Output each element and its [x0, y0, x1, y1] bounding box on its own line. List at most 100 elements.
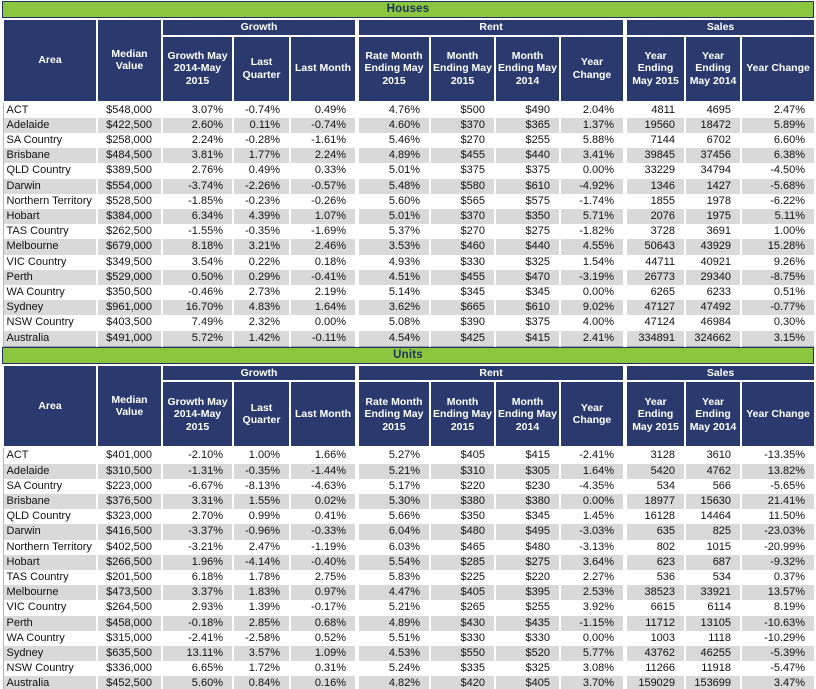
- rent-year-change-cell: 0.00%: [559, 494, 627, 510]
- growth-year-cell: 5.60%: [161, 676, 234, 689]
- median-value-cell: $384,000: [96, 209, 163, 225]
- column-header-row: Growth May 2014-May 2015 Last Quarter La…: [3, 380, 816, 449]
- sales-year-change-cell: 8.19%: [740, 600, 816, 616]
- median-value-cell: $315,000: [96, 630, 163, 647]
- table-row: Brisbane $376,500 3.31% 1.55% 0.02% 5.30% $380…: [2, 494, 816, 510]
- last-month-cell: 1.66%: [288, 447, 359, 464]
- median-value-cell: $491,000: [96, 330, 163, 347]
- rent-month-2015-cell: $565: [429, 193, 497, 210]
- rent-year-change-cell: -3.13%: [559, 539, 627, 555]
- rent-month-2015-cell: $330: [429, 630, 497, 647]
- col-header-area: Area: [2, 18, 98, 103]
- median-value-cell: $422,500: [96, 117, 163, 133]
- table-row: WA Country $350,500 -0.46% 2.73% 2.19% 5.14% $…: [2, 285, 816, 301]
- rent-month-2015-cell: $420: [429, 676, 497, 689]
- rent-month-2015-cell: $375: [429, 163, 497, 179]
- rent-month-2014-cell: $305: [494, 463, 562, 479]
- table-row: VIC Country $349,500 3.54% 0.22% 0.18% 4.93% $…: [2, 254, 816, 270]
- rent-rate-cell: 5.21%: [355, 600, 432, 616]
- sales-year-2014-cell: 687: [684, 554, 743, 571]
- rent-month-2014-cell: $480: [494, 539, 562, 555]
- rent-year-change-cell: -1.74%: [559, 193, 627, 210]
- rent-year-change-cell: 3.70%: [559, 676, 627, 689]
- rent-rate-cell: 5.83%: [355, 570, 432, 586]
- last-quarter-cell: 2.32%: [232, 315, 291, 331]
- table-row: Perth $458,000 -0.18% 2.85% 0.68% 4.89% $430 $4…: [2, 615, 816, 631]
- table-row: NSW Country $336,000 6.65% 1.72% 0.31% 5.24% $…: [2, 661, 816, 677]
- last-month-cell: -0.57%: [288, 178, 359, 194]
- sales-year-change-cell: 13.57%: [740, 585, 816, 601]
- growth-year-cell: 7.49%: [161, 315, 234, 331]
- rent-month-2014-cell: $350: [494, 209, 562, 225]
- growth-year-cell: 2.70%: [161, 509, 234, 525]
- sales-year-2014-cell: 3610: [684, 447, 743, 464]
- median-value-cell: $266,500: [96, 554, 163, 571]
- rent-rate-cell: 4.54%: [355, 330, 432, 347]
- rent-month-2014-cell: $275: [494, 224, 562, 240]
- last-quarter-cell: -2.58%: [232, 630, 291, 647]
- table-title: Houses: [386, 3, 430, 15]
- last-month-cell: -0.41%: [288, 269, 359, 286]
- rent-month-2014-cell: $275: [494, 554, 562, 571]
- table-row: Hobart $384,000 6.34% 4.39% 1.07% 5.01% $370 $3…: [2, 209, 816, 225]
- rent-year-change-cell: 0.00%: [559, 285, 627, 301]
- area-cell: Perth: [2, 269, 98, 286]
- table-row: Melbourne $473,500 3.37% 1.83% 0.97% 4.47% $40…: [2, 585, 816, 601]
- sales-year-change-cell: 21.41%: [740, 494, 816, 510]
- rent-month-2015-cell: $270: [429, 224, 497, 240]
- col-header-last-month: Last Month: [288, 34, 359, 103]
- sales-year-2015-cell: 2076: [623, 209, 687, 225]
- table-row: Adelaide $422,500 2.60% 0.11% -0.74% 4.60% $37…: [2, 117, 816, 133]
- median-value-cell: $961,000: [96, 300, 163, 316]
- table-row: Melbourne $679,000 8.18% 3.21% 2.46% 3.53% $46…: [2, 239, 816, 255]
- col-header-rent-may-2014: Month Ending May 2014: [494, 34, 562, 103]
- rent-rate-cell: 5.30%: [355, 494, 432, 510]
- rent-rate-cell: 5.46%: [355, 133, 432, 149]
- median-value-cell: $262,500: [96, 224, 163, 240]
- median-value-cell: $529,000: [96, 269, 163, 286]
- last-month-cell: 0.18%: [288, 254, 359, 270]
- sales-year-2015-cell: 33229: [623, 163, 687, 179]
- col-header-rent-year-change: Year Change: [559, 34, 627, 103]
- rent-month-2015-cell: $480: [429, 524, 497, 540]
- growth-year-cell: -3.74%: [161, 178, 234, 194]
- sales-year-2014-cell: 3691: [684, 224, 743, 240]
- growth-year-cell: -2.41%: [161, 630, 234, 647]
- median-value-cell: $416,500: [96, 524, 163, 540]
- median-value-cell: $528,500: [96, 193, 163, 210]
- units-section: Units Area Median Value Growth Rent Sale…: [2, 346, 816, 689]
- table-row: NSW Country $403,500 7.49% 2.32% 0.00% 5.08% $…: [2, 315, 816, 331]
- sales-year-change-cell: -0.77%: [740, 300, 816, 316]
- last-quarter-cell: 4.83%: [232, 300, 291, 316]
- rent-year-change-cell: -2.41%: [559, 447, 627, 464]
- sales-year-2015-cell: 1346: [623, 178, 687, 194]
- sales-year-2014-cell: 6702: [684, 133, 743, 149]
- table-row: Darwin $416,500 -3.37% -0.96% -0.33% 6.04% $48…: [2, 524, 816, 540]
- rent-year-change-cell: -3.03%: [559, 524, 627, 540]
- rent-month-2014-cell: $415: [494, 330, 562, 347]
- rent-year-change-cell: 3.41%: [559, 148, 627, 164]
- area-cell: Melbourne: [2, 585, 98, 601]
- sales-year-2014-cell: 46984: [684, 315, 743, 331]
- table-row: Perth $529,000 0.50% 0.29% -0.41% 4.51% $455 $4…: [2, 269, 816, 286]
- rent-month-2015-cell: $225: [429, 570, 497, 586]
- rent-month-2014-cell: $440: [494, 148, 562, 164]
- last-month-cell: 0.68%: [288, 615, 359, 631]
- last-quarter-cell: -0.23%: [232, 193, 291, 210]
- rent-rate-cell: 3.53%: [355, 239, 432, 255]
- last-quarter-cell: -4.14%: [232, 554, 291, 571]
- last-month-cell: 1.09%: [288, 646, 359, 662]
- sales-year-change-cell: 15.28%: [740, 239, 816, 255]
- sales-year-2015-cell: 47127: [623, 300, 687, 316]
- sales-year-change-cell: -13.35%: [740, 447, 816, 464]
- last-quarter-cell: 3.21%: [232, 239, 291, 255]
- sales-year-2015-cell: 3128: [623, 447, 687, 464]
- rent-month-2014-cell: $325: [494, 661, 562, 677]
- rent-month-2014-cell: $345: [494, 509, 562, 525]
- area-cell: Australia: [2, 330, 98, 347]
- sales-year-2015-cell: 635: [623, 524, 687, 540]
- sales-year-2015-cell: 19560: [623, 117, 687, 133]
- sales-year-change-cell: -9.32%: [740, 554, 816, 571]
- sales-year-2015-cell: 7144: [623, 133, 687, 149]
- sales-year-2014-cell: 1427: [684, 178, 743, 194]
